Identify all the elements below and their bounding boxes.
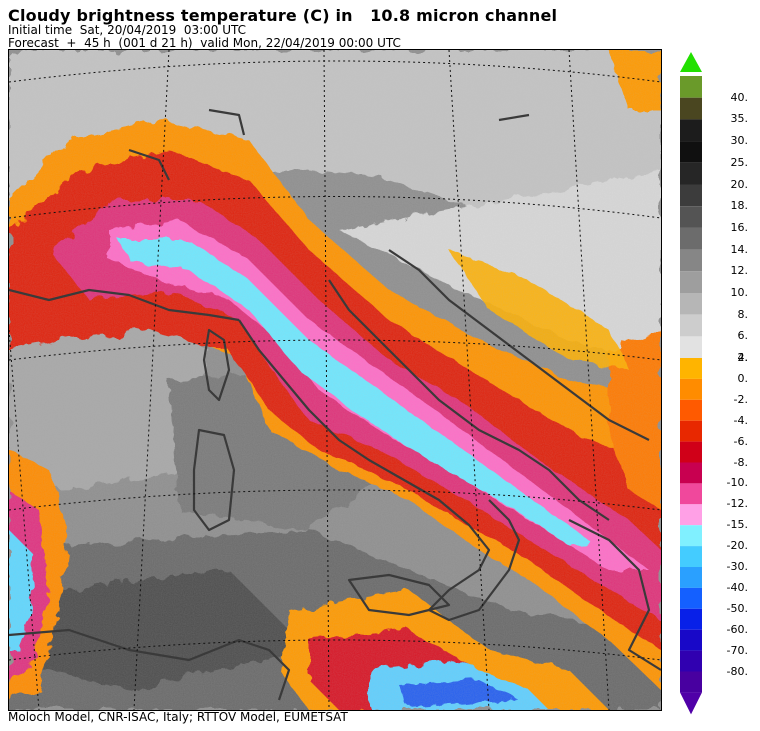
colorbar-swatch-upper bbox=[680, 97, 702, 120]
colorbar-swatch-upper bbox=[680, 162, 702, 185]
colorbar-label-lower: -2. bbox=[733, 392, 748, 406]
colorbar-top-arrow bbox=[680, 52, 702, 72]
colorbar-swatch-lower bbox=[680, 504, 702, 526]
colorbar-swatch-upper bbox=[680, 336, 702, 359]
coastline-france bbox=[9, 288, 240, 322]
colorbar-swatch-lower bbox=[680, 525, 702, 547]
coastline-adriatic-east bbox=[388, 249, 650, 441]
colorbar-label-upper: 10. bbox=[730, 286, 749, 299]
colorbar-swatch-lower bbox=[680, 546, 702, 567]
colorbar-swatch-upper bbox=[680, 76, 702, 98]
colorbar-label-upper: 14. bbox=[730, 242, 749, 256]
colorbar-label-lower: -40. bbox=[726, 580, 748, 594]
colorbar-swatch-lower bbox=[680, 567, 702, 588]
chart-title: Cloudy brightness temperature (C) in 10.… bbox=[8, 6, 558, 25]
graticule-meridian-2 bbox=[133, 50, 170, 710]
colorbar-swatch-lower bbox=[680, 608, 702, 630]
colorbar-swatch-upper bbox=[680, 271, 702, 293]
colorbar-label-lower: -80. bbox=[726, 664, 748, 678]
colorbar-swatch-upper bbox=[680, 184, 702, 207]
coastline-italy-east bbox=[328, 279, 610, 521]
colorbar-swatch-lower bbox=[680, 378, 702, 400]
graticule-meridian-1 bbox=[9, 329, 40, 710]
colorbar-label-upper: 20. bbox=[730, 177, 749, 191]
forecast-time: Forecast + 45 h (001 d 21 h) valid Mon, … bbox=[8, 36, 401, 50]
texture-overlay bbox=[9, 50, 661, 710]
colorbar-swatch-lower bbox=[680, 358, 702, 379]
colorbar-swatch-lower bbox=[680, 650, 702, 672]
model-credit: Moloch Model, CNR-ISAC, Italy; RTTOV Mod… bbox=[8, 710, 348, 724]
colorbar-label-lower: -30. bbox=[726, 560, 748, 573]
colorbar-label-upper: 25. bbox=[730, 155, 749, 169]
colorbar-label-lower: -8. bbox=[733, 455, 748, 469]
colorbar-swatches bbox=[680, 52, 702, 715]
coastline-italy-west bbox=[238, 319, 521, 622]
colorbar: 40. 35. 30. 25. 20. 18. 16. 14. 12. 10. 8. 6. 4. 2. 0.… bbox=[680, 48, 760, 718]
graticule-meridian-3 bbox=[323, 50, 330, 710]
colorbar-label-upper: 12. bbox=[730, 264, 749, 278]
colorbar-label-lower: -15. bbox=[726, 518, 748, 532]
colorbar-swatch-upper bbox=[680, 227, 702, 250]
colorbar-swatch-upper bbox=[680, 293, 702, 315]
colorbar-label-lower: -12. bbox=[726, 497, 748, 511]
coastline-africa bbox=[9, 628, 291, 701]
colorbar-label-upper: 16. bbox=[730, 220, 749, 234]
colorbar-swatch-upper bbox=[680, 206, 702, 228]
colorbar-label-lower: -4. bbox=[733, 413, 748, 427]
coastline-greece bbox=[568, 519, 661, 671]
colorbar-label-lower: -70. bbox=[726, 643, 748, 657]
colorbar-swatch-lower bbox=[680, 587, 702, 609]
colorbar-swatch-upper bbox=[680, 314, 702, 337]
colorbar-swatch-lower bbox=[680, 420, 702, 442]
colorbar-swatch-lower bbox=[680, 483, 702, 505]
colorbar-label-upper: 30. bbox=[730, 134, 749, 148]
colorbar-label-lower: -6. bbox=[733, 434, 748, 448]
cloud-temperature-map bbox=[9, 50, 661, 710]
colorbar-label-lower: -50. bbox=[726, 601, 748, 615]
colorbar-label-lower: 0. bbox=[737, 371, 749, 385]
colorbar-swatch-lower bbox=[680, 399, 702, 421]
colorbar-label-lower: 2. bbox=[737, 351, 749, 364]
coastline-sicily bbox=[347, 573, 451, 617]
colorbar-label-upper: 18. bbox=[730, 199, 749, 213]
colorbar-swatch-lower bbox=[680, 629, 702, 651]
colorbar-label-upper: 40. bbox=[730, 90, 749, 104]
colorbar-bottom-arrow bbox=[680, 692, 702, 715]
colorbar-label-upper: 35. bbox=[730, 112, 749, 126]
colorbar-label-upper: 6. bbox=[737, 329, 749, 343]
colorbar-label-lower: -20. bbox=[726, 539, 748, 553]
coastline-north-lakes bbox=[128, 108, 530, 181]
map-panel bbox=[8, 49, 662, 711]
colorbar-swatch-upper bbox=[680, 249, 702, 272]
coastline-corsica bbox=[202, 328, 231, 402]
colorbar-swatch-lower bbox=[680, 462, 702, 484]
colorbar-label-lower: -60. bbox=[726, 622, 748, 636]
colorbar-label-lower: -10. bbox=[726, 476, 748, 490]
initial-time: Initial time Sat, 20/04/2019 03:00 UTC bbox=[8, 23, 247, 37]
graticule-meridian-4 bbox=[448, 50, 490, 710]
coastline-sardinia bbox=[192, 428, 236, 532]
colorbar-swatch-upper bbox=[680, 119, 702, 142]
colorbar-swatch-lower bbox=[680, 441, 702, 463]
colorbar-label-upper: 4. bbox=[737, 351, 749, 365]
colorbar-swatch-lower bbox=[680, 671, 702, 693]
graticule-meridian-5 bbox=[568, 50, 610, 710]
colorbar-swatch-upper bbox=[680, 141, 702, 163]
colorbar-label-upper: 8. bbox=[737, 307, 749, 321]
